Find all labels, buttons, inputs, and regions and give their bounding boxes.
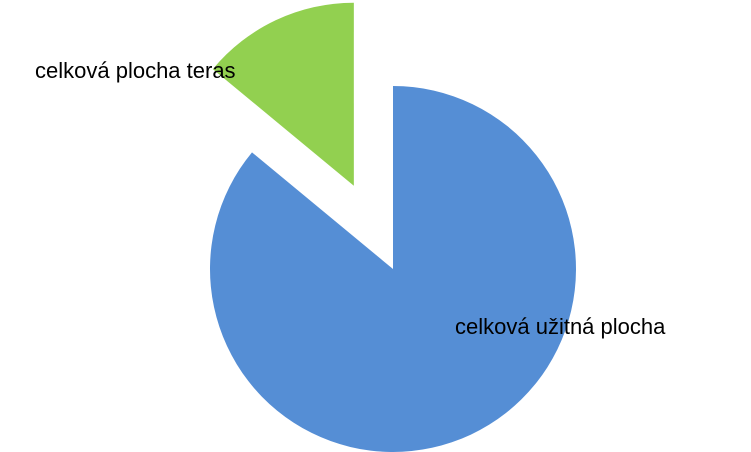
slice-label: celková užitná plocha — [455, 314, 666, 339]
pie-slice — [209, 86, 576, 452]
pie-slice — [212, 2, 354, 186]
slice-label: celková plocha teras — [35, 58, 236, 83]
